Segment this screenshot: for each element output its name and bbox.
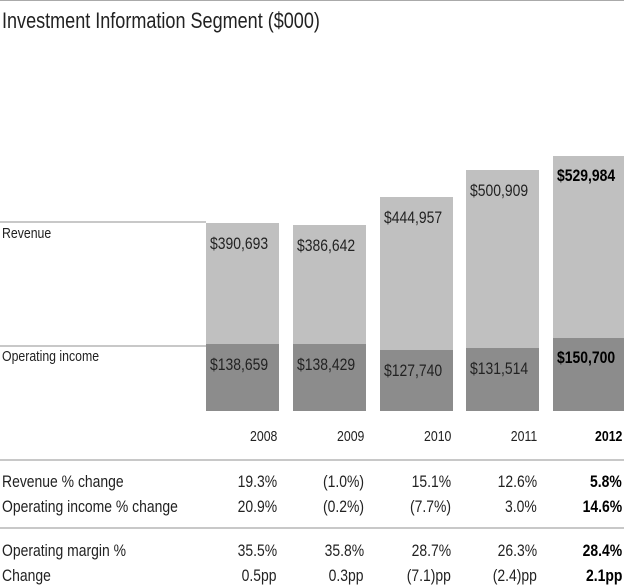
data-label-revenue-2008: $390,693 <box>210 234 269 253</box>
revenue-reference-line <box>0 221 206 223</box>
x-tick-label-2008: 2008 <box>249 428 277 445</box>
table-row-label: Operating income % change <box>2 497 178 516</box>
data-label-operating-income-2011: $131,514 <box>470 359 529 378</box>
x-tick-label-2009: 2009 <box>336 428 364 445</box>
data-label-revenue-2009: $386,642 <box>297 236 356 255</box>
table-cell: 0.3pp <box>329 566 364 585</box>
table-cell: (1.0%) <box>322 472 364 491</box>
table-cell: 2.1pp <box>585 566 622 585</box>
operating-income-reference-line <box>0 345 206 347</box>
top-rule <box>0 0 624 1</box>
table-cell: (2.4)pp <box>492 566 537 585</box>
table-cell: 35.5% <box>237 541 277 560</box>
legend-revenue: Revenue <box>2 225 52 242</box>
table-row-label: Change <box>2 566 51 585</box>
table-cell: (7.7%) <box>409 497 451 516</box>
table-cell: 12.6% <box>497 472 537 491</box>
data-label-operating-income-2012: $150,700 <box>557 348 616 367</box>
table-cell: (0.2%) <box>322 497 364 516</box>
table-row-label: Revenue % change <box>2 472 124 491</box>
table-cell: 5.8% <box>590 472 622 491</box>
bar-operating-income-2008 <box>206 344 279 411</box>
table-cell: 19.3% <box>237 472 277 491</box>
bar-operating-income-2009 <box>293 344 366 411</box>
bar-operating-income-2011 <box>466 348 539 411</box>
table-cell: 15.1% <box>411 472 451 491</box>
chart-title: Investment Information Segment ($000) <box>2 8 320 33</box>
table-cell: 26.3% <box>497 541 537 560</box>
data-label-revenue-2011: $500,909 <box>470 181 529 200</box>
data-label-operating-income-2010: $127,740 <box>384 361 443 380</box>
bar-operating-income-2012 <box>553 338 624 411</box>
legend-operating-income: Operating income <box>2 348 100 365</box>
x-tick-label-2012: 2012 <box>594 428 622 445</box>
data-label-operating-income-2008: $138,659 <box>210 355 269 374</box>
table-cell: 0.5pp <box>242 566 277 585</box>
table-divider-2 <box>0 527 624 529</box>
data-label-revenue-2012: $529,984 <box>557 166 616 185</box>
table-row-label: Operating margin % <box>2 541 126 560</box>
data-label-revenue-2010: $444,957 <box>384 208 443 227</box>
table-cell: (7.1)pp <box>406 566 451 585</box>
data-label-operating-income-2009: $138,429 <box>297 355 356 374</box>
table-cell: 20.9% <box>237 497 277 516</box>
table-cell: 3.0% <box>505 497 537 516</box>
x-tick-label-2010: 2010 <box>423 428 451 445</box>
table-cell: 14.6% <box>582 497 622 516</box>
table-cell: 28.4% <box>582 541 622 560</box>
table-cell: 28.7% <box>411 541 451 560</box>
x-tick-label-2011: 2011 <box>510 428 537 445</box>
bar-operating-income-2010 <box>380 350 453 411</box>
table-cell: 35.8% <box>324 541 364 560</box>
table-divider-1 <box>0 459 624 461</box>
